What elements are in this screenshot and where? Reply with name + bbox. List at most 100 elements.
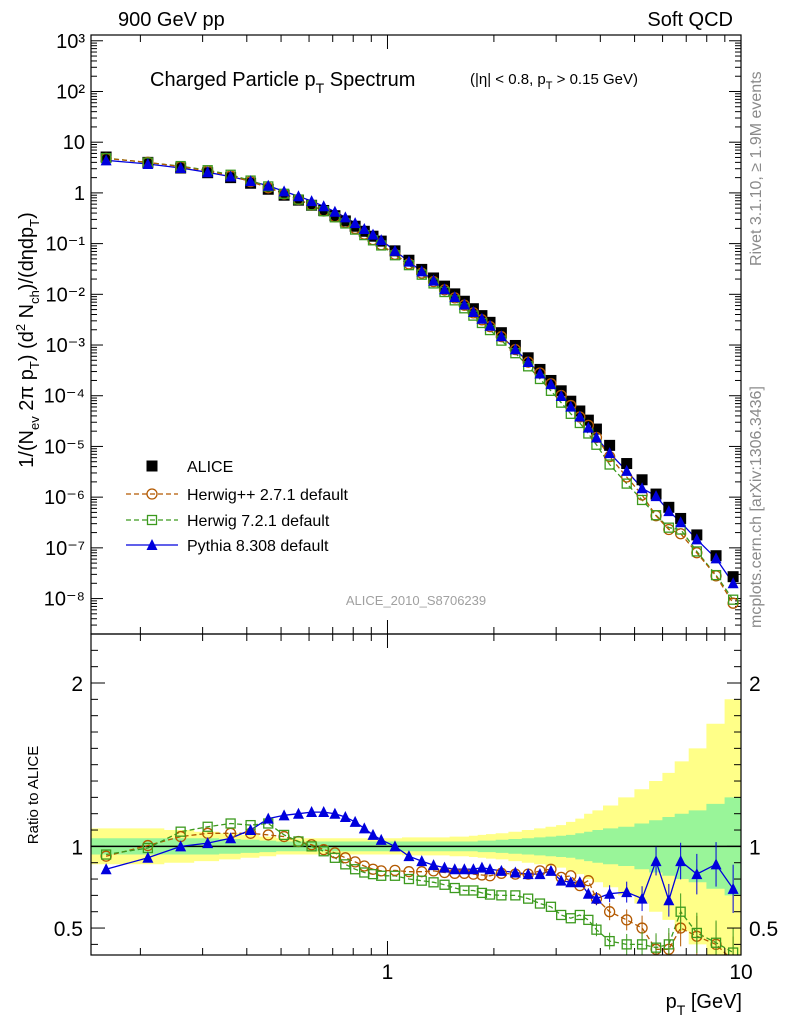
pythia-8-308-default-ratio-point: [565, 876, 577, 888]
herwig-7-2-1-default-ratio-point: [318, 846, 329, 857]
pythia-8-308-default-point: [604, 447, 616, 459]
herwig-7-2-1-default-ratio-point: [389, 870, 401, 881]
herwig-7-2-1-default-ratio-point: [604, 935, 615, 947]
legend-marker-alice: [146, 460, 158, 472]
pythia-8-308-default-point: [727, 577, 739, 589]
series-line-herwig-2-7-1-default: [106, 157, 734, 604]
herwig-7-2-1-default-ratio-point: [403, 873, 415, 885]
herwig-7-2-1-default-ratio-point: [293, 836, 304, 847]
ratio-plot-frame: [90, 633, 742, 956]
alice-point: [590, 423, 602, 435]
herwig-2-7-1-default-ratio-point: [603, 906, 616, 918]
ratio-line-pythia-8-308-default: [105, 811, 734, 903]
pythia-8-308-default-point: [306, 195, 318, 207]
pythia-8-308-default-point: [545, 378, 557, 390]
pythia-8-308-default-ratio-point: [262, 812, 274, 824]
y-tick-label: 10³: [56, 31, 85, 53]
pythia-8-308-default-ratio-point: [278, 809, 290, 821]
herwig-7-2-1-default-ratio-point: [534, 898, 546, 909]
pythia-8-308-default-ratio-point: [306, 806, 318, 818]
herwig-7-2-1-default-point: [636, 494, 648, 506]
x-tick-label: 10: [729, 961, 752, 984]
ratio-y-tick-label: 2: [71, 673, 83, 696]
y-tick-label: 10⁻³: [46, 335, 86, 357]
herwig-7-2-1-default-ratio-point: [100, 849, 112, 860]
pythia-8-308-default-point: [202, 166, 214, 178]
ratio-y-tick-label-right: 1: [749, 836, 761, 859]
herwig-7-2-1-default-ratio-point: [476, 887, 488, 899]
ratio-series-group: [100, 806, 739, 955]
pythia-8-308-default-ratio-point: [225, 832, 237, 844]
pythia-8-308-default-point: [522, 355, 534, 367]
pythia-8-308-default-ratio-point: [416, 855, 428, 867]
pythia-8-308-default-ratio-point: [555, 874, 567, 886]
herwig-7-2-1-default-ratio-point: [591, 924, 602, 935]
pythia-8-308-default-point: [650, 490, 662, 502]
pythia-8-308-default-ratio-point: [367, 828, 379, 840]
pythia-8-308-default-point: [590, 431, 602, 443]
pythia-8-308-default-ratio-point: [574, 876, 586, 888]
pythia-8-308-default-point: [367, 228, 379, 240]
herwig-7-2-1-default-point: [663, 522, 674, 533]
pythia-8-308-default-ratio-point: [329, 807, 341, 819]
pythia-8-308-default-point: [439, 283, 451, 295]
pythia-8-308-default-point: [495, 330, 507, 342]
pythia-8-308-default-ratio-point: [534, 868, 546, 880]
pythia-8-308-default-point: [245, 175, 257, 187]
herwig-7-2-1-default-ratio-point: [523, 893, 534, 904]
pythia-8-308-default-ratio-point: [449, 863, 461, 875]
pythia-8-308-default-ratio-point: [202, 837, 214, 849]
herwig-2-7-1-default-ratio-point: [389, 864, 401, 877]
pythia-8-308-default-point: [142, 157, 154, 169]
herwig-7-2-1-default-ratio-point: [367, 868, 379, 880]
pythia-8-308-default-ratio-point: [292, 807, 304, 819]
pythia-8-308-default-point: [663, 505, 675, 517]
herwig-7-2-1-default-ratio-point: [636, 939, 648, 950]
pythia-8-308-default-point: [691, 533, 703, 545]
herwig-7-2-1-default-ratio-point: [340, 859, 351, 870]
pythia-8-308-default-point: [358, 223, 370, 235]
pythia-8-308-default-point: [621, 464, 633, 476]
pythia-8-308-default-point: [375, 234, 387, 246]
herwig-7-2-1-default-ratio-point: [449, 882, 460, 894]
pythia-8-308-default-ratio-point: [545, 864, 557, 876]
herwig-2-7-1-default-ratio-point: [339, 852, 351, 864]
pythia-8-308-default-point: [555, 389, 567, 401]
pythia-8-308-default-point: [467, 306, 479, 318]
herwig-7-2-1-default-ratio-point: [583, 914, 594, 926]
pythia-8-308-default-point: [476, 312, 488, 324]
pythia-8-308-default-point: [675, 516, 687, 528]
pythia-8-308-default-ratio-point: [358, 822, 370, 834]
alice-point: [621, 458, 633, 470]
alice-point: [604, 439, 616, 451]
herwig-7-2-1-default-ratio-point: [691, 927, 702, 939]
pythia-8-308-default-point: [278, 185, 290, 197]
pythia-8-308-default-point: [349, 217, 361, 229]
herwig-7-2-1-default-ratio-point: [306, 841, 317, 852]
herwig-7-2-1-default-point: [710, 569, 722, 581]
pythia-8-308-default-ratio-point: [636, 892, 648, 904]
pythia-8-308-default-ratio-point: [476, 861, 488, 873]
herwig-7-2-1-default-point: [604, 459, 615, 470]
x-axis-label: pT [GeV]: [666, 991, 742, 1018]
pythia-8-308-default-ratio-point: [142, 851, 154, 863]
pythia-8-308-default-ratio-point: [582, 887, 594, 899]
pythia-8-308-default-point: [484, 319, 496, 331]
legend-marker-herwig-7-2-1-default: [146, 514, 158, 526]
legend-marker-herwig-2-7-1-default: [146, 488, 158, 500]
ratio-y-tick-label-right: 2: [749, 673, 761, 696]
ratio-y-tick-label: 0.5: [54, 918, 83, 941]
herwig-7-2-1-default-ratio-point: [329, 852, 341, 863]
rivet-version-label: Rivet 3.1.10, ≥ 1.9M events: [748, 71, 765, 266]
pythia-8-308-default-point: [428, 274, 440, 286]
chart-subtitle: (|η| < 0.8, pT > 0.15 GeV): [470, 71, 638, 92]
pythia-8-308-default-point: [534, 367, 546, 379]
herwig-7-2-1-default-ratio-point: [202, 821, 213, 832]
legend-label-herwig-2-7-1-default: Herwig++ 2.7.1 default: [187, 487, 349, 504]
pythia-8-308-default-point: [389, 244, 401, 256]
pythia-8-308-default-ratio-point: [509, 866, 521, 878]
y-tick-label: 10⁻⁶: [44, 487, 85, 509]
pythia-8-308-default-point: [225, 170, 237, 182]
herwig-7-2-1-default-ratio-point: [416, 875, 427, 886]
y-tick-label: 10⁻⁵: [44, 436, 85, 458]
